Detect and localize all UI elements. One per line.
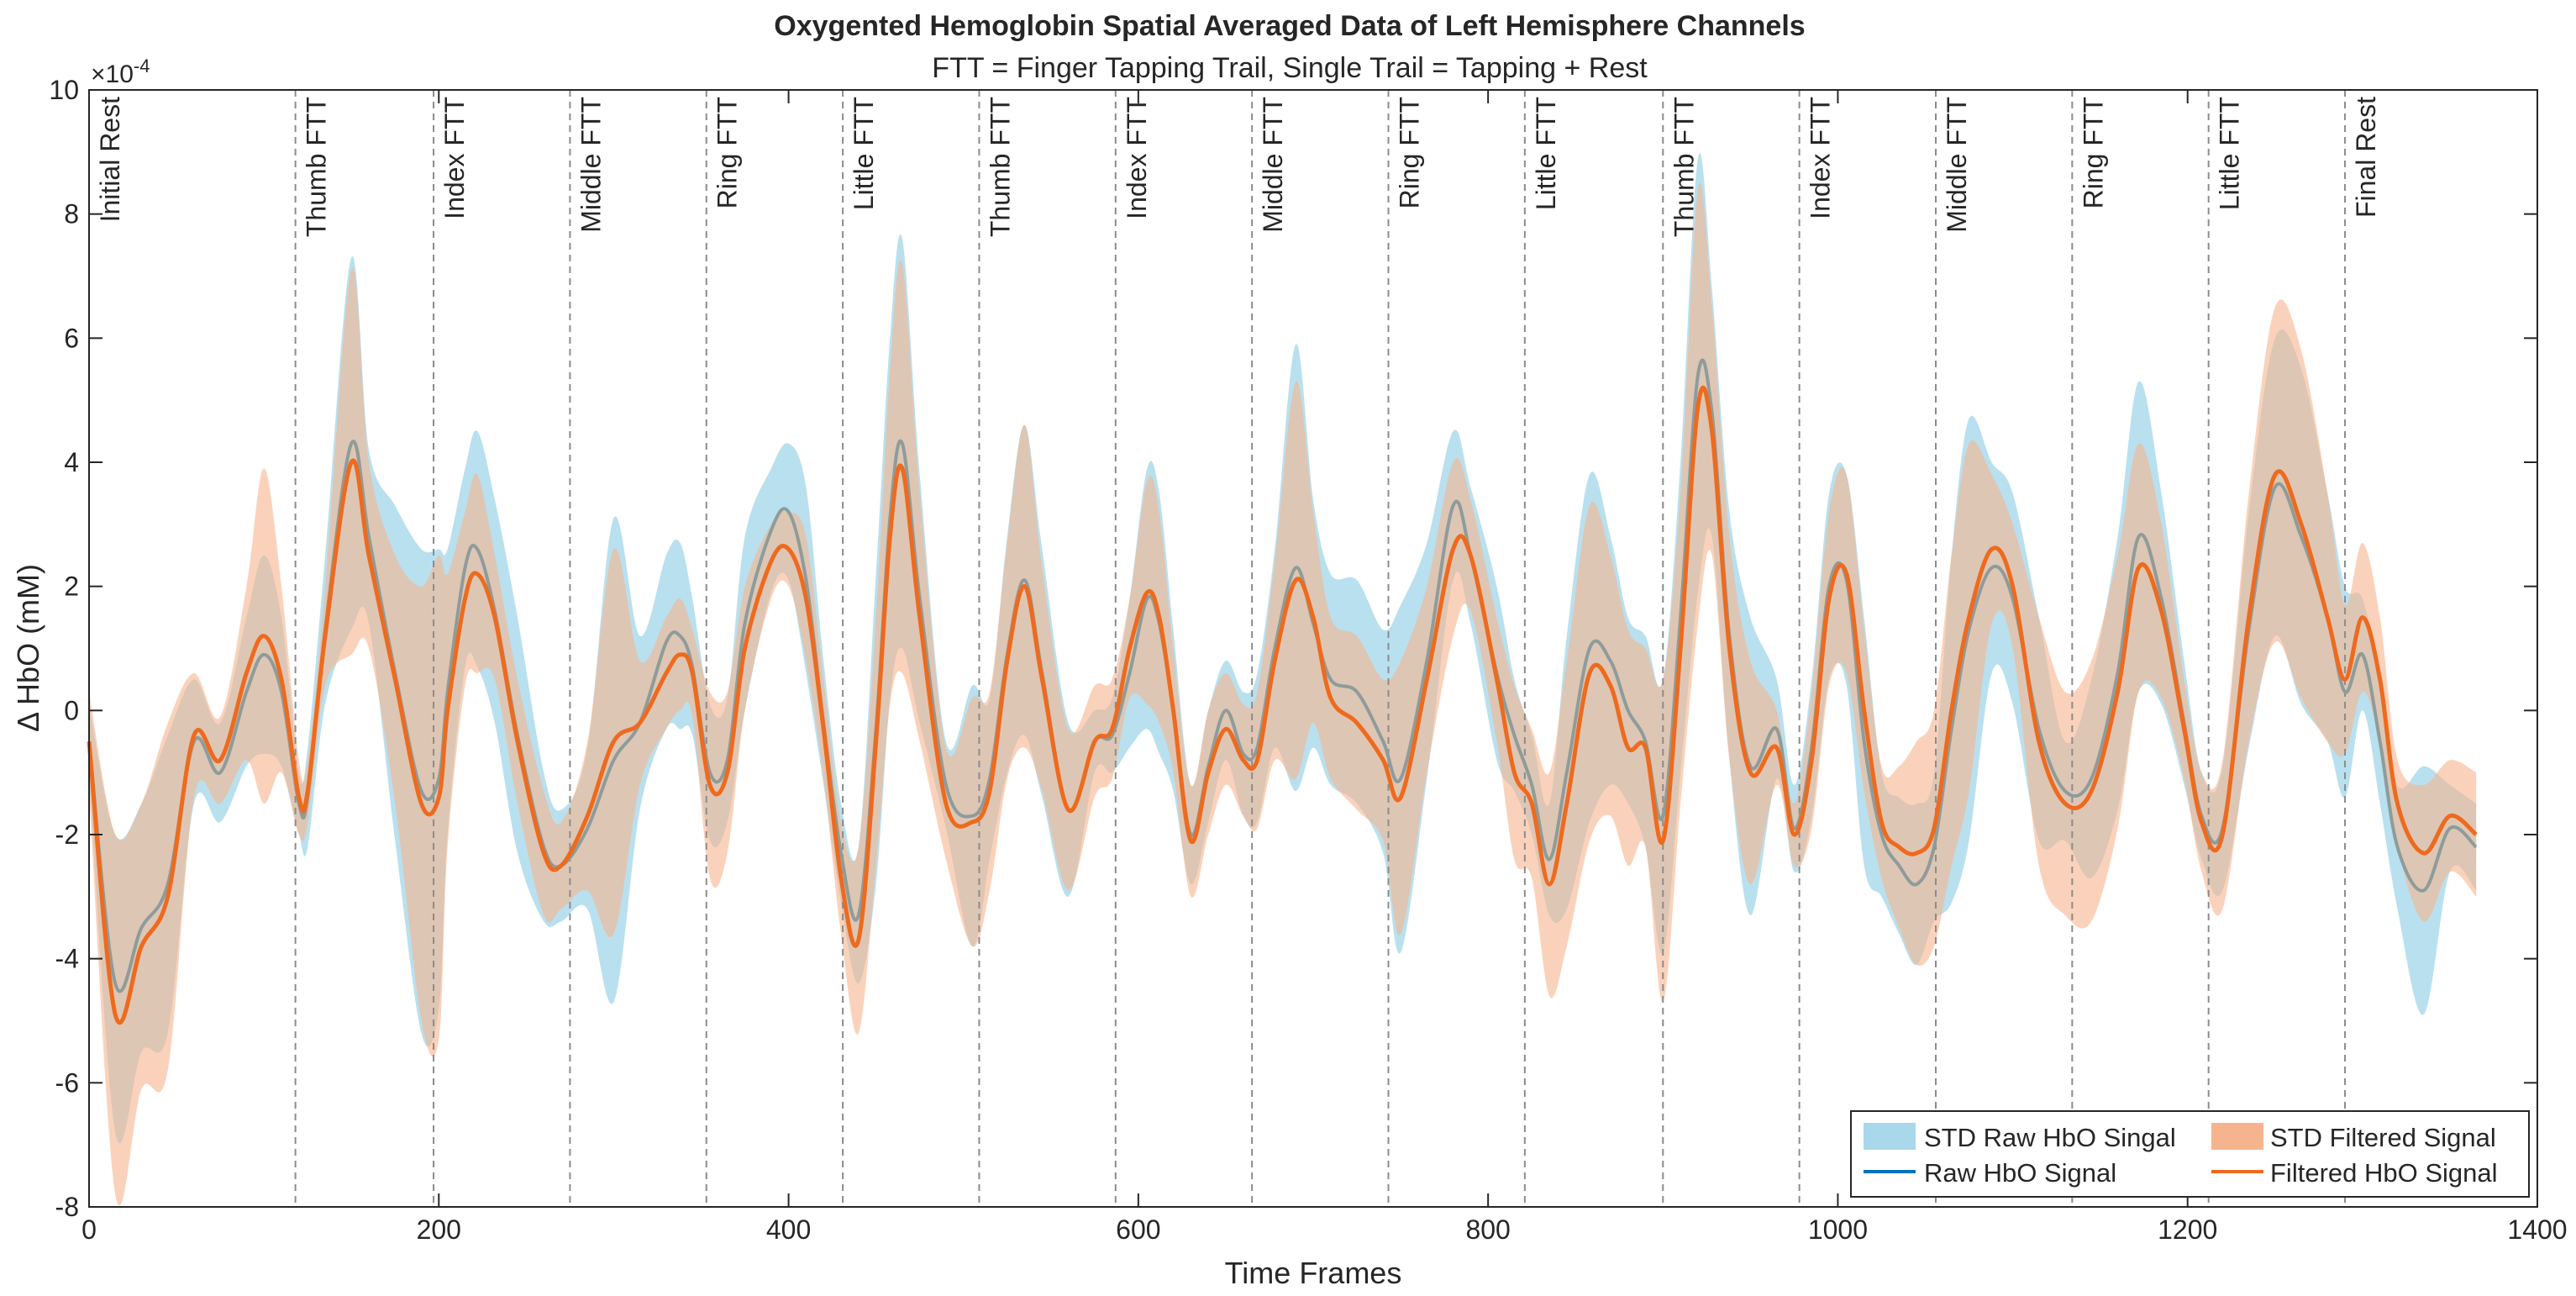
x-tick-label: 200 — [417, 1214, 461, 1245]
chart-title: Oxygented Hemoglobin Spatial Averaged Da… — [774, 10, 1805, 42]
phase-label: Little FTT — [2215, 97, 2245, 210]
legend-label-std-raw: STD Raw HbO Singal — [1924, 1123, 2176, 1152]
y-tick-label: -8 — [55, 1192, 79, 1222]
phase-label: Middle FTT — [576, 97, 606, 233]
phase-label: Index FTT — [1806, 97, 1836, 219]
phase-label: Thumb FTT — [1669, 97, 1699, 237]
legend-box — [1850, 1110, 2530, 1198]
phase-label: Middle FTT — [1258, 97, 1288, 233]
y-tick-label: 2 — [64, 572, 79, 602]
x-tick-label: 1200 — [2158, 1214, 2217, 1245]
x-tick-label: 600 — [1116, 1214, 1160, 1245]
axis-ticks: 0 200 400 600 800 1000 1200 1400 -8 -6 -4 -2 0 2 4 6 8 10 — [49, 75, 2567, 1245]
y-tick-label: 8 — [64, 199, 79, 229]
x-tick-label: 800 — [1465, 1214, 1510, 1245]
x-tick-label: 400 — [766, 1214, 811, 1245]
filtered-hbo-line — [87, 385, 2478, 1025]
y-tick-label: 4 — [64, 447, 79, 477]
phase-label: Ring FTT — [2078, 97, 2108, 208]
x-tick-label: 1400 — [2507, 1214, 2567, 1245]
signal-lines — [87, 358, 2478, 1025]
y-tick-label: 0 — [64, 695, 79, 725]
legend-label-std-filtered: STD Filtered Signal — [2270, 1123, 2496, 1152]
chart-subtitle: FTT = Finger Tapping Trail, Single Trail… — [932, 52, 1648, 84]
legend: STD Raw HbO Singal STD Filtered Signal R… — [1850, 1110, 2530, 1198]
std-filtered-band — [89, 182, 2477, 1206]
phase-label: Ring FTT — [1395, 97, 1425, 208]
y-exponent-power: -4 — [134, 55, 150, 76]
phase-labels: Initial Rest Thumb FTT Index FTT Middle FTT… — [95, 97, 2381, 237]
y-tick-label: 6 — [64, 323, 79, 353]
y-exponent: ×10-4 — [91, 55, 150, 88]
plot-frame — [88, 89, 2538, 1208]
x-tick-label: 1000 — [1808, 1214, 1868, 1245]
legend-label-raw-line: Raw HbO Signal — [1924, 1158, 2116, 1188]
phase-label: Little FTT — [1531, 97, 1561, 210]
legend-swatch-std-filtered — [2211, 1123, 2263, 1150]
x-tick-label: 0 — [81, 1214, 97, 1245]
phase-label: Thumb FTT — [302, 97, 332, 237]
phase-label: Final Rest — [2351, 97, 2381, 218]
phase-lines — [294, 90, 2347, 1207]
y-tick-label: 10 — [49, 75, 79, 105]
phase-label: Ring FTT — [712, 97, 743, 208]
y-tick-label: -2 — [55, 819, 79, 850]
phase-label: Index FTT — [1122, 97, 1152, 219]
y-axis-label: Δ HbO (mM) — [11, 564, 45, 732]
phase-label: Index FTT — [439, 97, 470, 219]
y-tick-label: -4 — [55, 944, 79, 974]
x-axis-label: Time Frames — [1225, 1256, 1402, 1290]
phase-label: Little FTT — [849, 97, 879, 210]
y-exponent-base: ×10 — [91, 61, 134, 88]
phase-label: Thumb FTT — [985, 97, 1015, 237]
legend-swatch-std-raw — [1864, 1123, 1916, 1150]
phase-label: Middle FTT — [1942, 97, 1972, 233]
phase-label: Initial Rest — [95, 97, 125, 223]
y-tick-label: -6 — [55, 1067, 79, 1098]
std-bands — [89, 153, 2477, 1206]
legend-label-filtered-line: Filtered HbO Signal — [2270, 1158, 2498, 1188]
